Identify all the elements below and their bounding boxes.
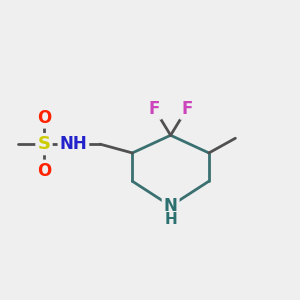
Text: O: O <box>37 109 51 127</box>
Text: S: S <box>38 135 50 153</box>
Text: F: F <box>149 100 160 118</box>
Text: NH: NH <box>60 135 87 153</box>
Text: H: H <box>164 212 177 227</box>
Text: O: O <box>37 162 51 180</box>
Text: N: N <box>164 197 178 215</box>
Text: F: F <box>181 100 193 118</box>
